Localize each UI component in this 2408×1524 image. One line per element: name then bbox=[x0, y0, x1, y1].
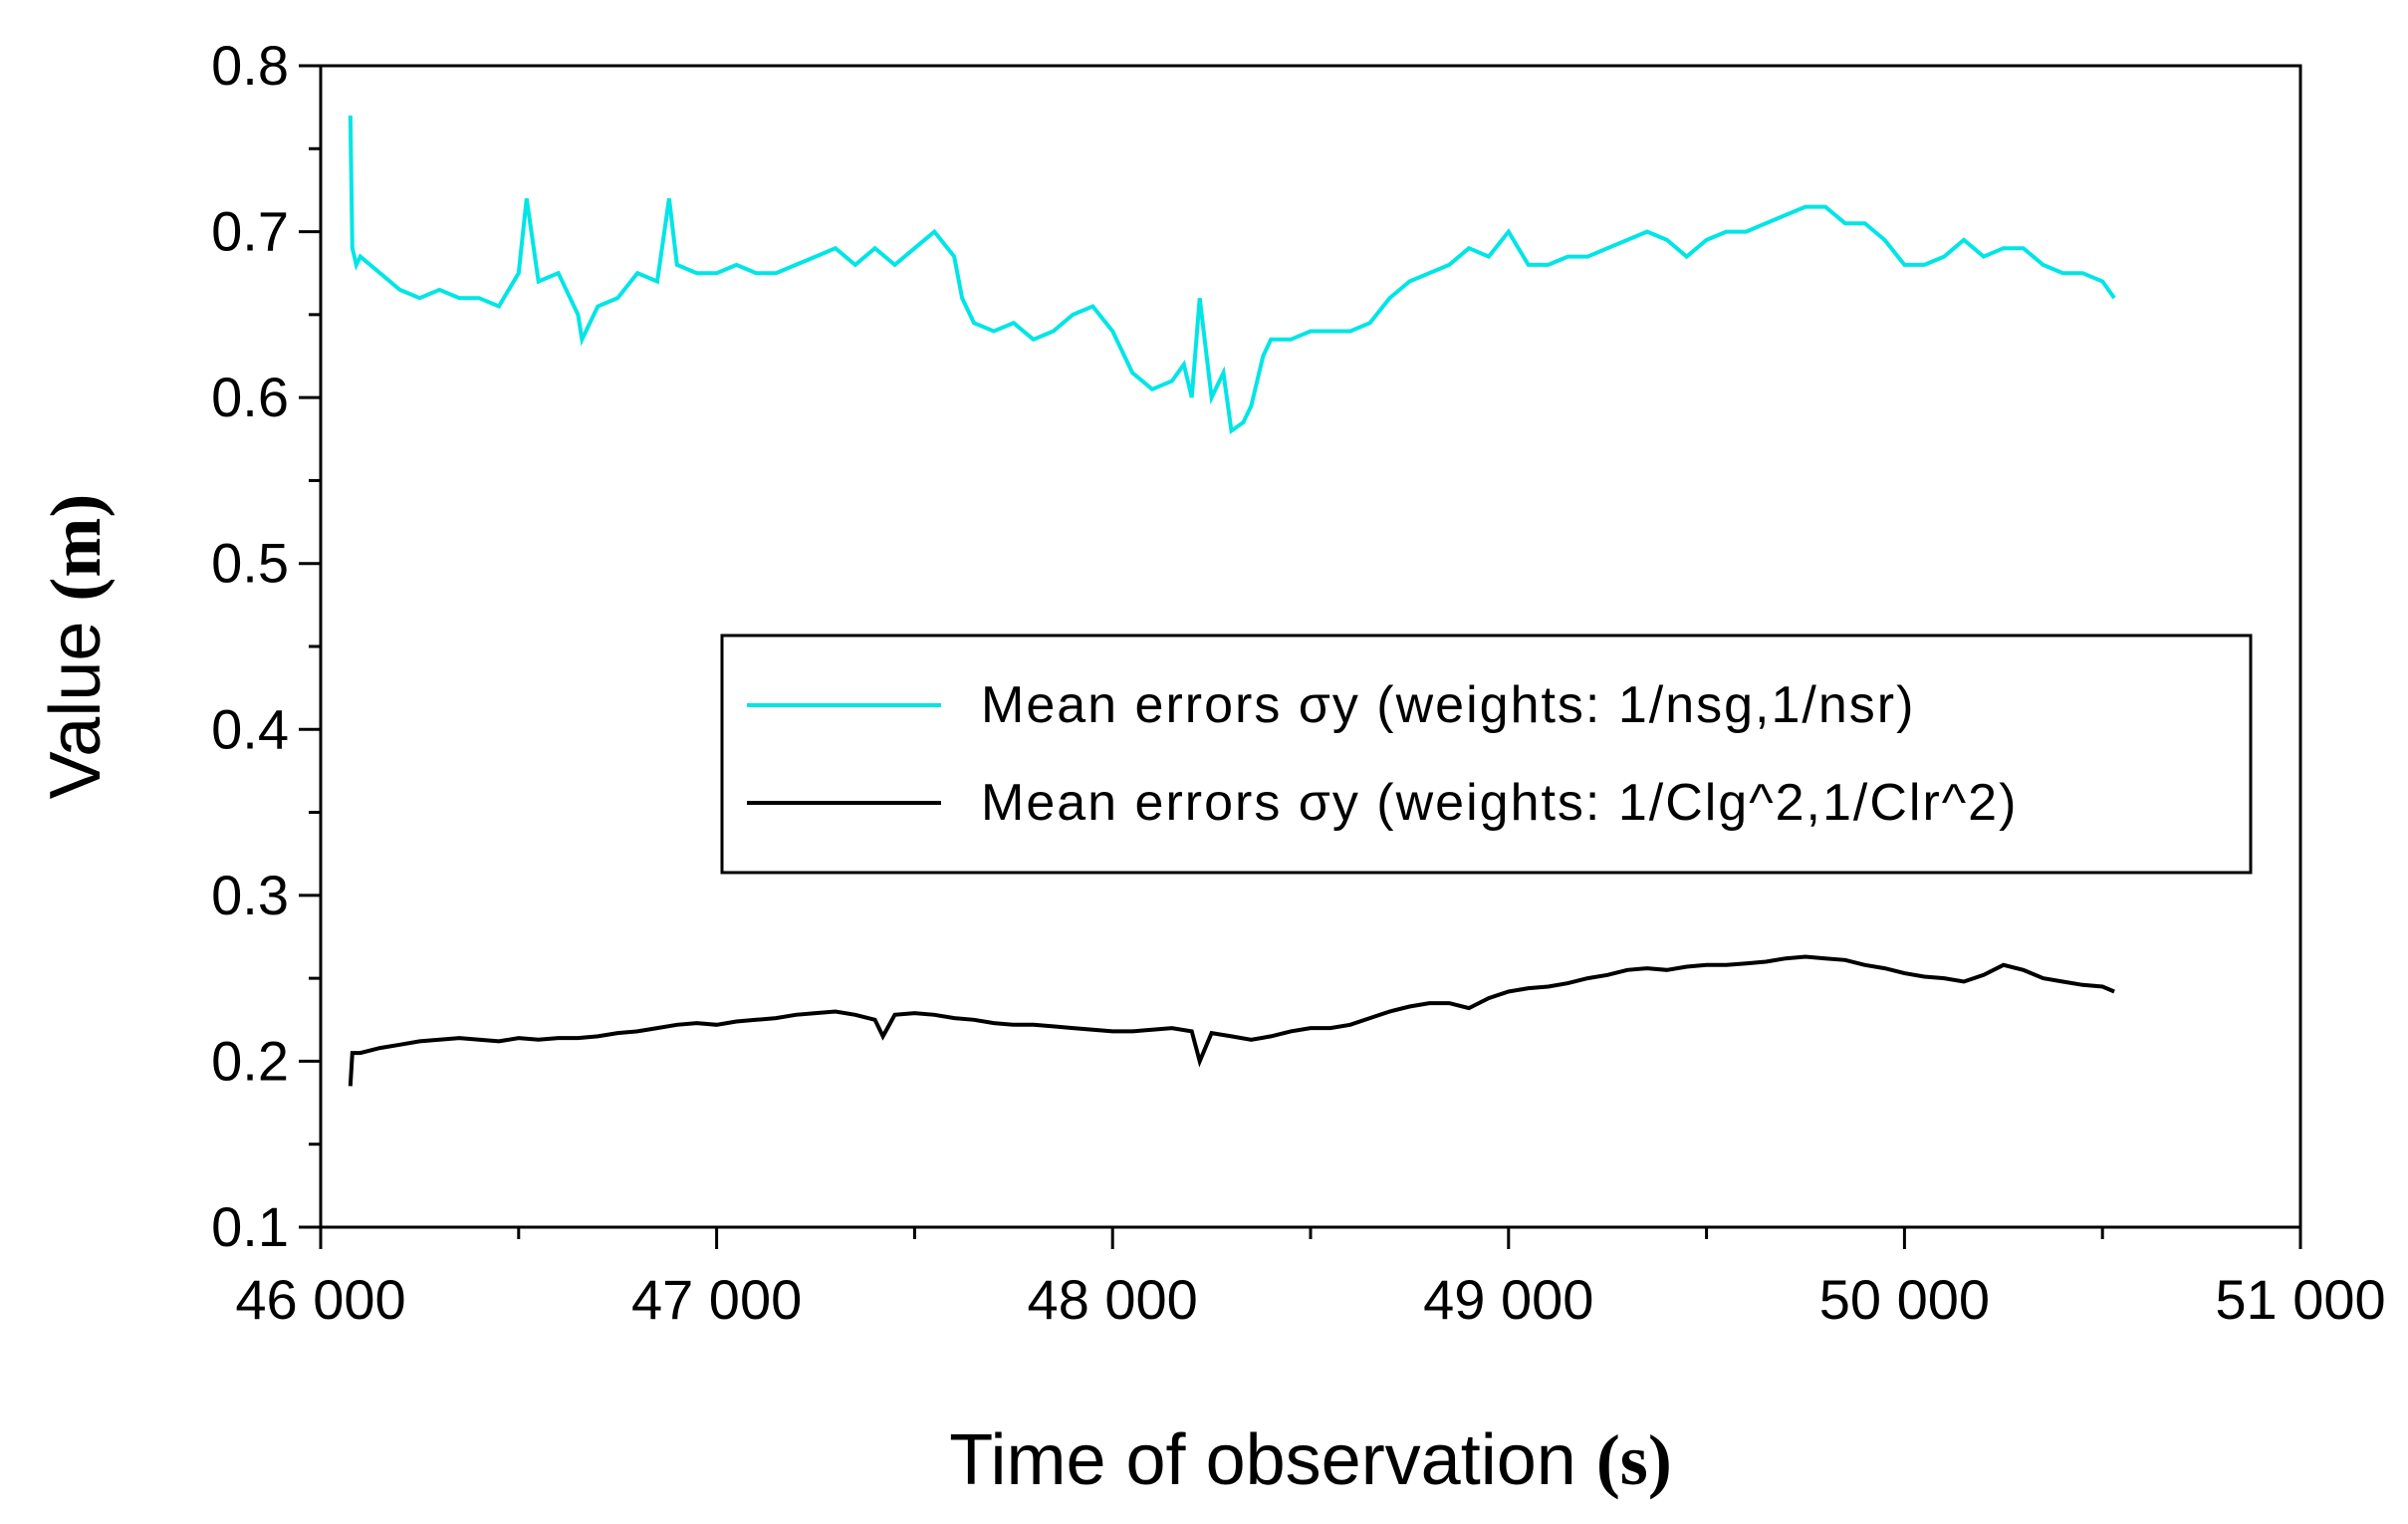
x-axis-label: Time of observation bbox=[949, 1420, 1576, 1500]
x-tick-label: 47 000 bbox=[631, 1268, 802, 1331]
legend-label-series-1: Mean errors σy (weights: 1/nsg,1/nsr) bbox=[981, 676, 1915, 734]
x-axis: 46 000 47 000 48 000 49 000 50 000 51 000 bbox=[235, 1227, 2386, 1331]
legend-label-series-2: Mean errors σy (weights: 1/Clg^2,1/Clr^2… bbox=[981, 774, 2018, 832]
x-tick-label: 48 000 bbox=[1028, 1268, 1198, 1331]
y-tick-label: 0.5 bbox=[211, 532, 289, 595]
y-tick-label: 0.4 bbox=[211, 697, 289, 760]
y-axis: 0.1 0.2 0.3 0.4 0.5 0.6 0.7 0.8 bbox=[211, 34, 321, 1258]
y-tick-label: 0.8 bbox=[211, 34, 289, 97]
series-line-1 bbox=[348, 115, 2116, 435]
y-tick-label: 0.2 bbox=[211, 1029, 289, 1092]
legend-box bbox=[720, 634, 2253, 875]
x-tick-label: 51 000 bbox=[2215, 1268, 2385, 1331]
y-axis-title: Value (m) bbox=[36, 494, 116, 800]
x-tick-label: 49 000 bbox=[1423, 1268, 1593, 1331]
y-tick-label: 0.7 bbox=[211, 200, 289, 263]
x-tick-label: 50 000 bbox=[1819, 1268, 1990, 1331]
series-line-2 bbox=[348, 954, 2115, 1087]
y-axis-unit: (m) bbox=[36, 494, 116, 602]
y-tick-label: 0.1 bbox=[211, 1195, 289, 1258]
legend: Mean errors σy (weights: 1/nsg,1/nsr) Me… bbox=[720, 634, 2253, 875]
series-layer bbox=[348, 115, 2116, 1087]
x-axis-unit: (s) bbox=[1596, 1420, 1672, 1500]
x-axis-title: Time of observation (s) bbox=[949, 1420, 1672, 1500]
y-axis-label: Value bbox=[36, 622, 116, 800]
x-tick-label: 46 000 bbox=[235, 1268, 405, 1331]
y-tick-label: 0.6 bbox=[211, 366, 289, 428]
y-tick-label: 0.3 bbox=[211, 864, 289, 926]
